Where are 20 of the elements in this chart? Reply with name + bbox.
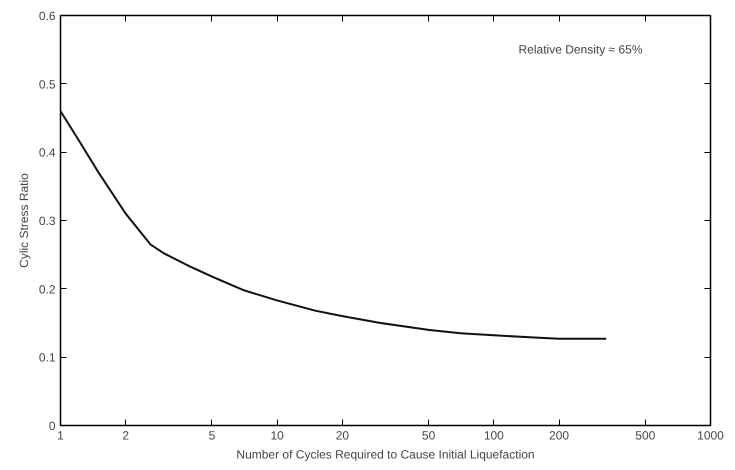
y-tick-label: 0.2 [38, 282, 56, 296]
x-tick-label: 20 [336, 428, 350, 442]
x-tick-label: 1 [57, 428, 64, 442]
x-tick-label: 10 [270, 428, 284, 442]
y-tick-label: 0.4 [38, 146, 56, 160]
x-tick-label: 5 [208, 428, 216, 442]
x-tick-label: 100 [484, 428, 504, 442]
y-tick-label: 0.3 [38, 214, 56, 228]
y-axis-title: Cylic Stress Ratio [16, 172, 31, 268]
x-tick-label: 500 [635, 428, 656, 442]
y-tick-label: 0.1 [38, 350, 56, 365]
annotation: Relative Density ≈ 65% [518, 42, 643, 56]
x-tick-label: 1000 [697, 428, 724, 442]
y-tick-label: 0.5 [38, 77, 56, 92]
y-tick-label: 0.6 [38, 9, 56, 23]
x-tick-label: 2 [122, 428, 130, 442]
x-axis-title: Number of Cycles Required to Cause Initial Liquefaction [236, 448, 535, 462]
x-tick-label: 50 [422, 428, 436, 442]
y-tick-label: 0 [48, 419, 56, 433]
x-tick-label: 200 [549, 428, 570, 442]
